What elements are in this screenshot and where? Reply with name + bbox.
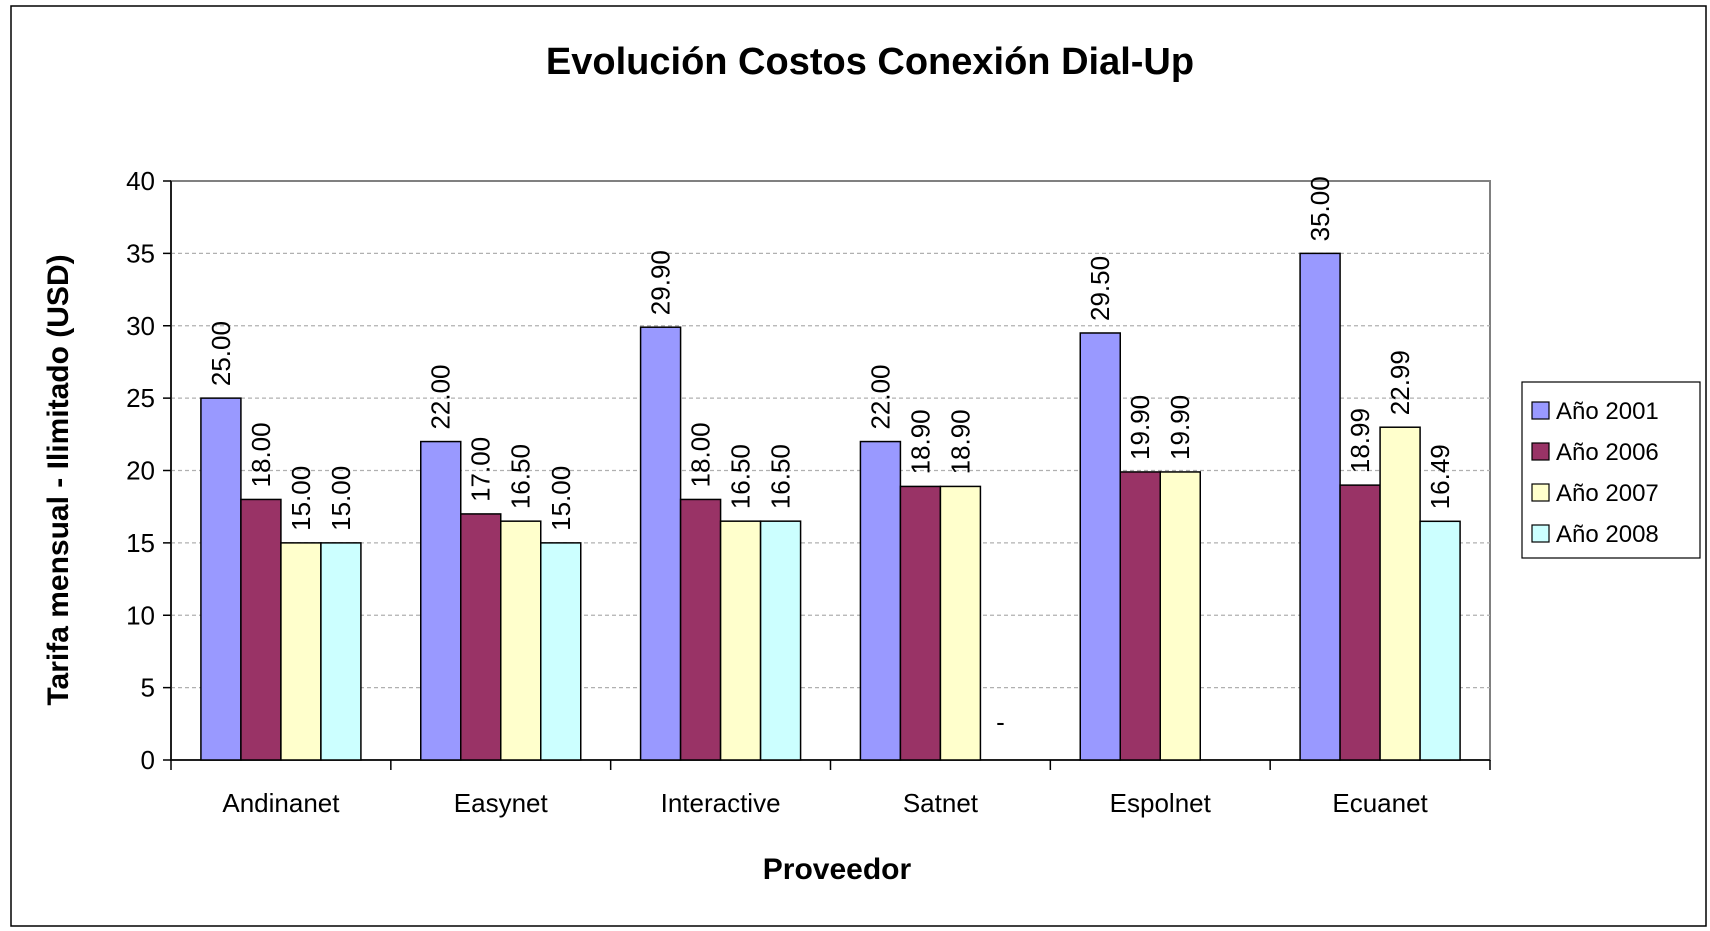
bar [1339,484,1381,761]
data-label: 15.00 [286,466,316,531]
y-tick-label: 40 [126,166,155,196]
y-tick-label: 5 [141,673,155,703]
data-label: 19.90 [1125,395,1155,460]
chart-title: Evolución Costos Conexión Dial-Up [546,41,1194,83]
bar [719,520,762,761]
bar [1379,426,1421,761]
bar [859,440,902,761]
data-label: 15.00 [326,466,356,531]
data-label: - [996,707,1005,737]
legend-swatch [1531,442,1550,461]
bar [320,542,362,761]
bar [1419,520,1461,761]
data-label: 18.00 [246,422,276,487]
x-axis-title: Proveedor [763,853,912,886]
bar [1119,471,1161,761]
bar [899,485,942,761]
bar [939,485,982,761]
x-tick-label: Ecuanet [1332,788,1428,818]
data-label: 18.00 [686,422,716,487]
data-label: 18.90 [905,409,935,474]
bar [500,520,542,761]
bar [460,513,502,761]
bar [679,498,722,761]
data-label: 16.50 [726,444,756,509]
y-tick-label: 25 [126,383,155,413]
plot-area: 0 5 10 15 20 25 30 35 40 Andinanet 25.00 18.00 15.00… [126,166,1491,818]
bar [759,520,802,761]
data-label: 29.50 [1085,256,1115,321]
y-tick-label: 20 [126,456,155,486]
legend-entry: Año 2006 [1556,439,1659,466]
data-label: 19.90 [1165,395,1195,460]
y-tick-label: 15 [126,528,155,558]
x-tick-label: Andinanet [222,788,340,818]
y-axis-title: Tarifa mensual - Ilimitado (USD) [42,254,75,705]
bar [200,397,242,761]
y-tick-label: 0 [141,745,155,775]
data-label: 16.49 [1425,444,1455,509]
y-tick-label: 35 [126,238,155,268]
bar [420,440,462,761]
y-tick-label: 10 [126,600,155,630]
x-tick-label: Espolnet [1110,788,1212,818]
data-label: 16.50 [506,444,536,509]
legend-entry: Año 2008 [1556,521,1659,548]
legend-entry: Año 2007 [1556,480,1659,507]
bar [1079,332,1121,761]
legend-swatch [1531,401,1550,420]
bar [540,542,582,761]
bar [1299,252,1341,761]
data-label: 22.00 [426,364,456,429]
data-label: 18.90 [945,409,975,474]
data-label: 17.00 [466,437,496,502]
data-label: 29.90 [646,250,676,315]
data-label: 15.00 [546,466,576,531]
x-tick-label: Easynet [454,788,549,818]
data-label: 16.50 [766,444,796,509]
legend-entry: Año 2001 [1556,398,1659,425]
legend-swatch [1531,524,1550,543]
data-label: 18.99 [1345,408,1375,473]
legend-box [1521,381,1701,559]
data-label: 35.00 [1305,176,1335,241]
legend: Año 2001 Año 2006 Año 2007 Año 2008 [1521,381,1701,559]
x-tick-label: Satnet [903,788,979,818]
bar [280,542,322,761]
bar [639,326,682,761]
data-label: 22.00 [865,364,895,429]
bar [240,498,282,761]
data-label: 22.99 [1385,350,1415,415]
bar [1159,471,1201,761]
legend-swatch [1531,483,1550,502]
y-tick-label: 30 [126,311,155,341]
x-tick-label: Interactive [661,788,781,818]
data-label: 25.00 [206,321,236,386]
